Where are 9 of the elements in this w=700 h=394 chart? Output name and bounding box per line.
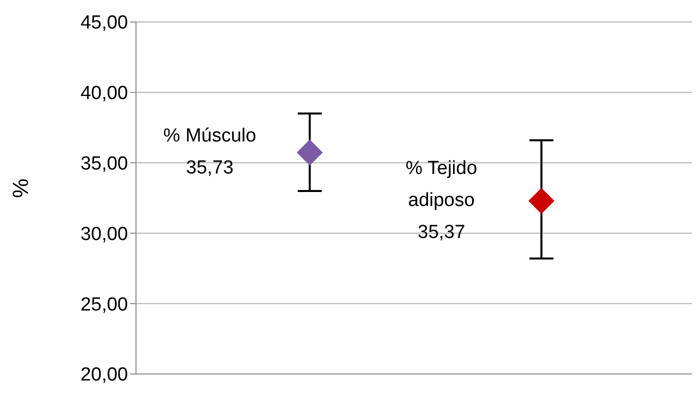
annotation: % Tejido adiposo 35,37 xyxy=(406,158,478,243)
y-tick-label: 30,00 xyxy=(80,224,128,245)
annotation: % Músculo 35,73 xyxy=(163,126,256,179)
y-tick-label: 40,00 xyxy=(80,83,128,104)
y-tick-label: 20,00 xyxy=(80,364,128,386)
y-axis-title: % xyxy=(8,178,33,198)
y-tick-label: 45,00 xyxy=(80,12,128,34)
y-tick-label: 25,00 xyxy=(80,294,128,316)
y-tick-label: 35,00 xyxy=(80,154,128,175)
